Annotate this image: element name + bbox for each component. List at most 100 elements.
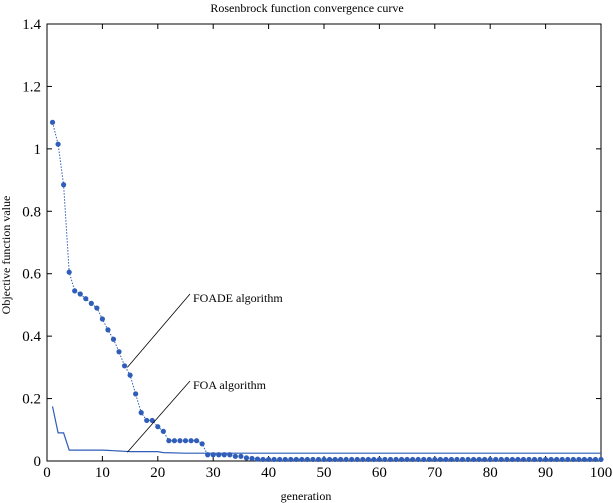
foade-algorithm-point: [321, 456, 327, 463]
foade-algorithm-point: [570, 456, 576, 463]
foade-algorithm-point: [116, 349, 122, 355]
plot-frame: [46, 23, 602, 462]
foade-algorithm-point: [293, 456, 299, 463]
x-tick-label: 60: [372, 465, 387, 481]
foade-algorithm-point: [282, 456, 288, 463]
x-tick-label: 30: [206, 465, 221, 481]
foade-algorithm-point: [443, 456, 449, 463]
foade-algorithm-point: [254, 456, 261, 462]
foade-algorithm-point: [238, 453, 244, 459]
foade-algorithm-point: [365, 456, 371, 463]
foade-algorithm-point: [83, 296, 89, 302]
foade-algorithm-point: [105, 327, 111, 333]
foade-algorithm-point: [310, 456, 316, 463]
x-tick-label: 80: [483, 465, 498, 481]
foade-algorithm-point: [61, 182, 67, 188]
y-tick-label: 0.8: [22, 204, 41, 220]
foade-algorithm-point: [166, 438, 172, 444]
foade-algorithm-point: [77, 291, 83, 297]
foade-algorithm-point: [487, 456, 493, 463]
foade-algorithm-point: [110, 336, 117, 342]
foade-algorithm-point: [49, 119, 56, 125]
y-tick-label: 1: [34, 142, 42, 158]
foade-algorithm-point: [465, 456, 471, 463]
chart-title: Rosenbrock function convergence curve: [210, 1, 403, 15]
foade-algorithm-point: [515, 456, 521, 463]
foade-algorithm-point: [277, 456, 283, 463]
foade-algorithm-point: [437, 456, 443, 463]
foade-algorithm-point: [121, 363, 128, 369]
y-tick-label: 0.6: [22, 267, 41, 283]
foade-algorithm-point: [587, 456, 593, 463]
foade-algorithm-point: [260, 456, 266, 463]
x-tick-label: 0: [43, 465, 51, 481]
foade-algorithm-point: [127, 372, 133, 378]
foade-algorithm-point: [288, 456, 294, 463]
foade-algorithm-point: [376, 456, 382, 463]
foade-algorithm-point: [72, 288, 78, 294]
foade-algorithm-point: [199, 441, 205, 447]
foade-algorithm-point: [592, 456, 599, 463]
x-tick-label: 90: [538, 465, 553, 481]
foade-algorithm-point: [304, 456, 310, 463]
foade-algorithm-point: [88, 300, 94, 306]
foade-algorithm-point: [326, 456, 333, 463]
foade-algorithm-point: [315, 456, 322, 463]
foade-algorithm-point: [66, 269, 72, 275]
foade-algorithm-point: [332, 456, 338, 463]
foade-algorithm-point: [94, 305, 100, 311]
foade-algorithm-point: [343, 456, 349, 463]
foade-algorithm-point: [171, 438, 178, 444]
foade-algorithm-point: [476, 456, 482, 463]
foade-algorithm-point: [404, 456, 410, 463]
y-tick-label: 1.4: [22, 17, 41, 33]
foade-algorithm-point: [382, 456, 388, 463]
foade-algorithm-point: [421, 456, 427, 463]
foade-algorithm-point: [410, 456, 416, 463]
foade-algorithm-point: [398, 456, 405, 463]
foade-algorithm-point: [531, 456, 538, 463]
foade-algorithm-point: [537, 456, 543, 463]
foade-algorithm-point: [182, 438, 189, 444]
y-tick-label: 0.4: [22, 329, 41, 345]
foade-algorithm-point: [598, 456, 604, 463]
foade-algorithm-point: [349, 456, 355, 463]
foade-algorithm-point: [393, 456, 399, 463]
foade-algorithm-point: [454, 456, 460, 463]
foade-algorithm-point: [543, 456, 549, 463]
foade-algorithm-point: [149, 417, 155, 424]
y-tick-label: 0: [34, 454, 42, 470]
x-tick-label: 20: [150, 465, 165, 481]
x-tick-label: 50: [317, 465, 332, 481]
x-tick-label: 70: [427, 465, 442, 481]
foade-algorithm-point: [576, 456, 582, 463]
y-tick-label: 0.2: [22, 392, 41, 408]
foade-algorithm-point: [470, 456, 477, 463]
axis-ticks: 0 10 20 30 40 50 60 70 80 90 100 0 0.2 0.4 0.6 0.8 1 1.2 1…: [22, 17, 612, 481]
foade-algorithm-point: [266, 456, 272, 463]
foade-algorithm-annotation-leader: [127, 293, 191, 368]
foade-algorithm-point: [354, 456, 360, 463]
foade-algorithm-point: [188, 438, 194, 444]
x-tick-label: 100: [590, 465, 613, 481]
foade-algorithm-point: [509, 456, 515, 463]
y-tick-label: 1.2: [22, 79, 41, 95]
foade-algorithm-point: [387, 456, 394, 463]
foade-algorithm-point: [232, 453, 238, 459]
x-axis-label: generation: [281, 489, 332, 503]
foade-algorithm-point: [493, 456, 499, 463]
annotation-layer: FOADE algorithm FOA algorithm: [127, 291, 283, 453]
foade-algorithm-annotation-label: FOADE algorithm: [193, 291, 283, 305]
foade-algorithm-point: [432, 456, 438, 463]
foade-algorithm-point: [482, 456, 488, 463]
foade-algorithm-point: [565, 456, 571, 463]
foade-algorithm-point: [559, 456, 565, 463]
foade-algorithm-point: [554, 456, 560, 463]
foade-algorithm-point: [249, 455, 255, 462]
foade-algorithm-point: [504, 456, 510, 463]
foade-algorithm-point: [160, 428, 166, 434]
foa-algorithm-line: [51, 406, 601, 454]
foade-algorithm-point: [426, 456, 432, 463]
foade-algorithm-point: [448, 456, 455, 463]
x-tick-label: 10: [95, 465, 110, 481]
